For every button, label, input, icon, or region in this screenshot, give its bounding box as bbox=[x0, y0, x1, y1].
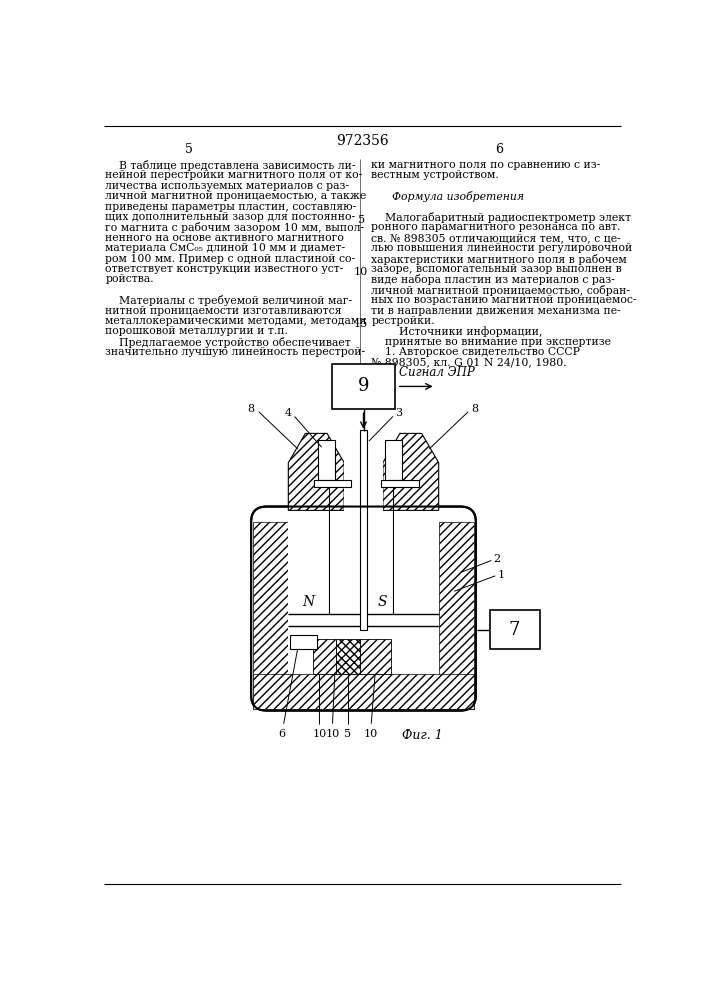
Polygon shape bbox=[438, 522, 474, 709]
Text: Предлагаемое устройство обеспечивает: Предлагаемое устройство обеспечивает bbox=[105, 337, 351, 348]
Polygon shape bbox=[383, 433, 438, 510]
Bar bbox=[344, 430, 383, 514]
Text: ройства.: ройства. bbox=[105, 274, 154, 284]
Bar bbox=[337, 639, 360, 674]
Text: щих дополнительный зазор для постоянно-: щих дополнительный зазор для постоянно- bbox=[105, 212, 356, 222]
Text: рестройки.: рестройки. bbox=[371, 316, 435, 326]
Text: ром 100 мм. Пример с одной пластиной со-: ром 100 мм. Пример с одной пластиной со- bbox=[105, 254, 356, 264]
Text: порошковой металлургии и т.п.: порошковой металлургии и т.п. bbox=[105, 326, 288, 336]
Text: 6: 6 bbox=[279, 729, 286, 739]
Text: 8: 8 bbox=[247, 404, 255, 414]
Text: личной магнитной проницаемостью, собран-: личной магнитной проницаемостью, собран- bbox=[371, 285, 630, 296]
Text: 5: 5 bbox=[344, 729, 351, 739]
Text: приведены параметры пластин, составляю-: приведены параметры пластин, составляю- bbox=[105, 202, 356, 212]
Bar bbox=[332, 364, 395, 409]
Bar bbox=[313, 639, 337, 674]
Text: 7: 7 bbox=[509, 621, 520, 639]
Text: ронного парамагнитного резонанса по авт.: ронного парамагнитного резонанса по авт. bbox=[371, 222, 621, 232]
Polygon shape bbox=[252, 674, 474, 709]
Text: ти в направлении движения механизма пе-: ти в направлении движения механизма пе- bbox=[371, 306, 621, 316]
Text: виде набора пластин из материалов с раз-: виде набора пластин из материалов с раз- bbox=[371, 274, 615, 285]
Bar bbox=[381, 480, 419, 487]
Text: 3: 3 bbox=[395, 408, 402, 418]
Text: 4: 4 bbox=[284, 408, 291, 418]
Polygon shape bbox=[288, 433, 344, 510]
Text: Сигнал ЭПР: Сигнал ЭПР bbox=[399, 366, 475, 379]
Text: S: S bbox=[378, 595, 387, 609]
Text: Материалы с требуемой величиной маг-: Материалы с требуемой величиной маг- bbox=[105, 295, 353, 306]
Text: 10: 10 bbox=[354, 267, 368, 277]
Text: Источники информации,: Источники информации, bbox=[371, 326, 543, 337]
Text: лью повышения линейности регулировочной: лью повышения линейности регулировочной bbox=[371, 243, 633, 253]
Text: нитной проницаемости изготавливаются: нитной проницаемости изготавливаются bbox=[105, 306, 342, 316]
Text: Формула изобретения: Формула изобретения bbox=[371, 191, 525, 202]
FancyBboxPatch shape bbox=[251, 507, 476, 711]
Text: 15: 15 bbox=[354, 319, 368, 329]
Bar bbox=[288, 626, 438, 674]
Text: нейной перестройки магнитного поля от ко-: нейной перестройки магнитного поля от ко… bbox=[105, 170, 363, 180]
Bar bbox=[490, 610, 540, 649]
Text: 8: 8 bbox=[472, 404, 479, 414]
Text: ных по возрастанию магнитной проницаемос-: ных по возрастанию магнитной проницаемос… bbox=[371, 295, 637, 305]
Text: характеристики магнитного поля в рабочем: характеристики магнитного поля в рабочем bbox=[371, 254, 627, 265]
Text: ненного на основе активного магнитного: ненного на основе активного магнитного bbox=[105, 233, 344, 243]
Text: металлокерамическими методами, методами: металлокерамическими методами, методами bbox=[105, 316, 367, 326]
Text: 10: 10 bbox=[364, 729, 378, 739]
Text: В таблице представлена зависимость ли-: В таблице представлена зависимость ли- bbox=[105, 160, 356, 171]
Text: ответствует конструкции известного уст-: ответствует конструкции известного уст- bbox=[105, 264, 344, 274]
Text: принятые во внимание при экспертизе: принятые во внимание при экспертизе bbox=[371, 337, 612, 347]
Text: Малогабаритный радиоспектрометр элект: Малогабаритный радиоспектрометр элект bbox=[371, 212, 631, 223]
Bar bbox=[317, 440, 335, 480]
Polygon shape bbox=[252, 522, 288, 709]
Bar bbox=[360, 639, 391, 674]
Text: N: N bbox=[303, 595, 315, 609]
Bar bbox=[385, 440, 402, 480]
Text: личества используемых материалов с раз-: личества используемых материалов с раз- bbox=[105, 181, 349, 191]
Bar bbox=[290, 635, 317, 649]
Text: 5: 5 bbox=[358, 215, 365, 225]
Bar bbox=[360, 430, 368, 630]
Text: 6: 6 bbox=[495, 143, 503, 156]
Bar bbox=[288, 508, 438, 674]
Text: 2: 2 bbox=[493, 554, 500, 564]
Text: ки магнитного поля по сравнению с из-: ки магнитного поля по сравнению с из- bbox=[371, 160, 600, 170]
Text: 1: 1 bbox=[498, 570, 505, 580]
Text: 5: 5 bbox=[185, 143, 193, 156]
Bar bbox=[314, 480, 351, 487]
Text: 1. Авторское свидетельство СССР: 1. Авторское свидетельство СССР bbox=[371, 347, 580, 357]
Text: 10: 10 bbox=[312, 729, 327, 739]
Text: Фиг. 1: Фиг. 1 bbox=[402, 729, 443, 742]
Text: материала СмС₀₅ длиной 10 мм и диамет-: материала СмС₀₅ длиной 10 мм и диамет- bbox=[105, 243, 346, 253]
Text: вестным устройством.: вестным устройством. bbox=[371, 170, 499, 180]
Text: значительно лучшую линейность перестрой-: значительно лучшую линейность перестрой- bbox=[105, 347, 366, 357]
Text: 10: 10 bbox=[325, 729, 339, 739]
Text: св. № 898305 отличающийся тем, что, с це-: св. № 898305 отличающийся тем, что, с це… bbox=[371, 233, 621, 243]
Text: го магнита с рабочим зазором 10 мм, выпол-: го магнита с рабочим зазором 10 мм, выпо… bbox=[105, 222, 365, 233]
Text: зазоре, вспомогательный зазор выполнен в: зазоре, вспомогательный зазор выполнен в bbox=[371, 264, 622, 274]
Text: № 898305, кл. G 01 N 24/10, 1980.: № 898305, кл. G 01 N 24/10, 1980. bbox=[371, 358, 567, 368]
Text: 9: 9 bbox=[358, 377, 369, 395]
Text: 972356: 972356 bbox=[336, 134, 388, 148]
Text: личной магнитной проницаемостью, а также: личной магнитной проницаемостью, а также bbox=[105, 191, 367, 201]
